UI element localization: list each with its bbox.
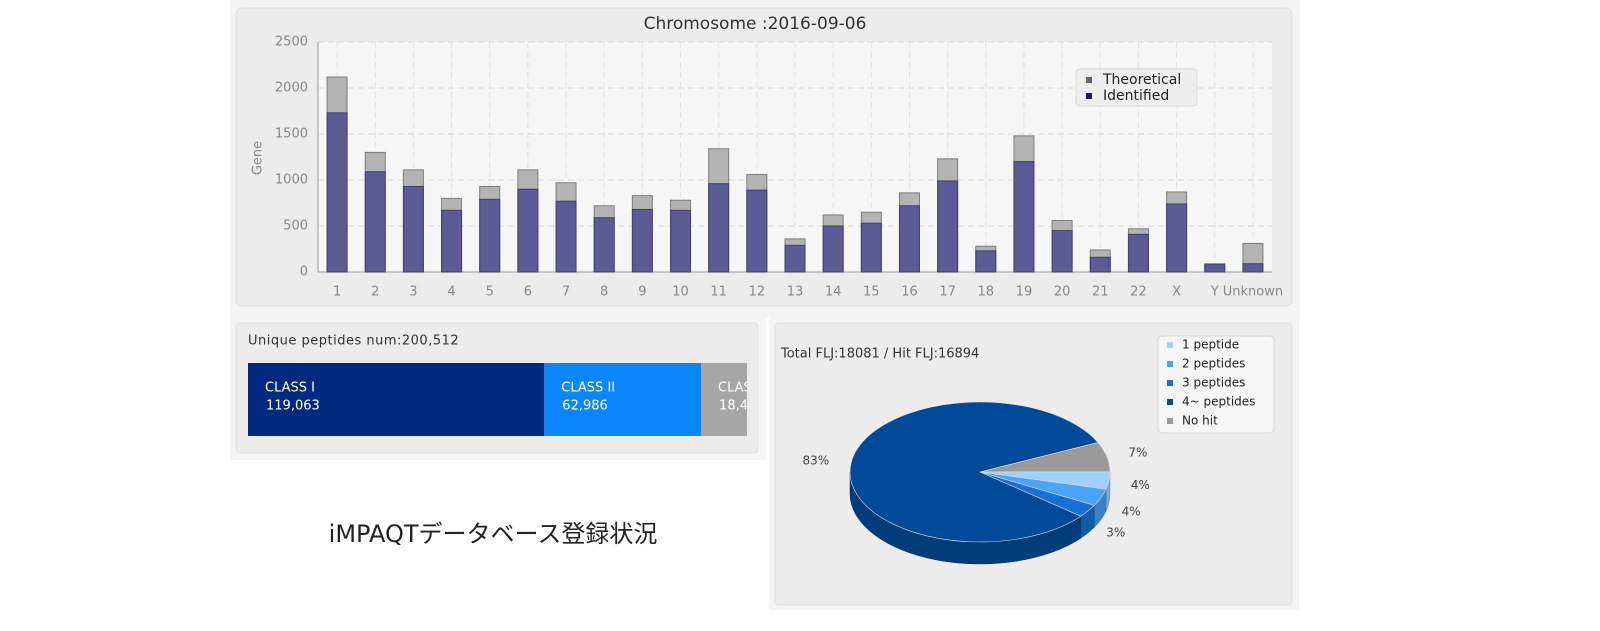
- pie-title: Total FLJ:18081 / Hit FLJ:16894: [780, 347, 979, 362]
- x-tick-label: 17: [939, 285, 956, 300]
- y-axis-label: Gene: [251, 141, 266, 175]
- bar: [746, 189, 768, 273]
- slice: [849, 401, 1099, 543]
- bar-segment: [701, 363, 747, 436]
- bar-segment: [544, 363, 702, 436]
- x-tick-label: 10: [672, 285, 689, 300]
- bar: [441, 209, 463, 273]
- legend-label: Theoretical: [1102, 72, 1181, 88]
- slice-label: 4%: [1131, 478, 1150, 492]
- x-tick-label: 20: [1054, 285, 1071, 300]
- bar: [822, 225, 844, 273]
- y-tick-label: 2500: [275, 35, 308, 50]
- caption: iMPAQTデータベース登録状況: [329, 520, 658, 548]
- bar: [1166, 203, 1188, 273]
- segment-value: 119,063: [266, 399, 320, 414]
- bar: [364, 171, 386, 273]
- legend-swatch: [1086, 93, 1092, 99]
- slice-label: 83%: [802, 454, 829, 468]
- y-tick-label: 0: [300, 265, 308, 280]
- y-tick-label: 1500: [275, 127, 308, 142]
- bar: [784, 244, 806, 273]
- bar: [1013, 161, 1035, 273]
- bar: [517, 188, 539, 273]
- x-tick-label: 1: [333, 285, 341, 300]
- bar: [1242, 263, 1264, 273]
- x-tick-label: Unknown: [1223, 285, 1283, 300]
- x-tick-label: 4: [447, 285, 455, 300]
- x-tick-label: 3: [409, 285, 417, 300]
- x-tick-label: 15: [863, 285, 880, 300]
- x-tick-label: 14: [825, 285, 842, 300]
- class-bar: CLASS I 119,063 CLASS II 62,986 CLASS III 18,…: [248, 363, 776, 436]
- x-tick-label: 21: [1092, 285, 1109, 300]
- y-tick-label: 1000: [275, 173, 308, 188]
- legend-swatch: [1167, 399, 1173, 405]
- legend-label: 1 peptide: [1182, 338, 1239, 352]
- bar: [898, 205, 920, 273]
- y-tick-label: 500: [283, 219, 308, 234]
- legend-label: Identified: [1103, 88, 1169, 104]
- slice-label: 3%: [1106, 526, 1125, 540]
- x-tick-label: 2: [371, 285, 379, 300]
- bar: [1051, 230, 1073, 273]
- bar: [1127, 233, 1149, 273]
- legend-swatch: [1086, 77, 1092, 83]
- bar: [479, 198, 501, 273]
- legend-swatch: [1167, 380, 1173, 386]
- legend-box: [1075, 68, 1198, 107]
- bar: [860, 222, 882, 273]
- bar: [555, 200, 577, 273]
- legend-label: No hit: [1182, 414, 1218, 428]
- segment-label: CLASS I: [265, 381, 315, 396]
- x-tick-label: 7: [562, 285, 570, 300]
- x-tick-label: Y: [1210, 285, 1219, 300]
- chart-title: Chromosome :2016-09-06: [644, 14, 867, 34]
- x-tick-label: 16: [901, 285, 918, 300]
- bar: [975, 250, 997, 273]
- legend-swatch: [1167, 342, 1173, 348]
- bar: [1204, 264, 1226, 273]
- x-tick-label: 13: [787, 285, 804, 300]
- x-tick-label: 5: [486, 285, 494, 300]
- segment-label: CLASS III: [718, 381, 776, 396]
- bar-segment: [248, 363, 545, 436]
- segment-value: 62,986: [562, 399, 608, 414]
- legend-box: [1157, 335, 1275, 434]
- bar: [708, 183, 730, 273]
- y-tick-label: 2000: [275, 81, 308, 96]
- bar: [631, 208, 653, 273]
- bar: [402, 185, 424, 273]
- legend-swatch: [1167, 361, 1173, 367]
- slice-label: 7%: [1128, 445, 1147, 459]
- class-title: Unique peptides num:200,512: [248, 334, 459, 349]
- segment-label: CLASS II: [561, 381, 615, 396]
- bar: [326, 112, 348, 273]
- x-tick-label: 12: [749, 285, 766, 300]
- segment-value: 18,463: [719, 399, 765, 414]
- x-tick-label: 8: [600, 285, 608, 300]
- slice-label: 4%: [1122, 505, 1141, 519]
- legend-swatch: [1167, 418, 1173, 424]
- bar: [937, 180, 959, 273]
- x-tick-label: 11: [710, 285, 727, 300]
- legend-label: 2 peptides: [1182, 357, 1245, 371]
- x-tick-label: 22: [1130, 285, 1147, 300]
- x-tick-label: 9: [638, 285, 646, 300]
- bar: [593, 217, 615, 273]
- legend-label: 4~ peptides: [1182, 395, 1255, 409]
- x-tick-label: 19: [1016, 285, 1033, 300]
- bar: [670, 209, 692, 273]
- x-tick-label: 6: [524, 285, 532, 300]
- legend-label: 3 peptides: [1182, 376, 1245, 390]
- bar: [1089, 256, 1111, 273]
- x-tick-label: X: [1172, 285, 1181, 300]
- x-tick-label: 18: [978, 285, 995, 300]
